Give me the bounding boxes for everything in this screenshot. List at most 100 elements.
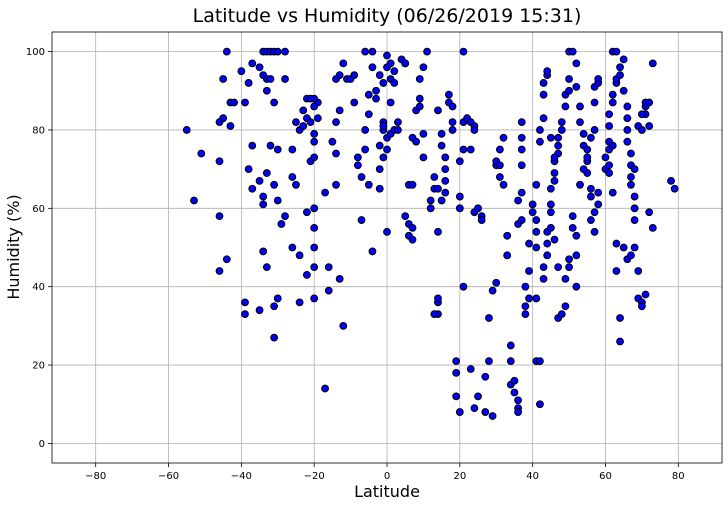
data-point (536, 126, 544, 134)
data-point (339, 321, 348, 330)
data-point (546, 224, 555, 232)
data-point (379, 122, 388, 130)
data-point (514, 396, 522, 405)
data-point (375, 141, 384, 150)
data-point (335, 106, 344, 115)
data-point (299, 122, 308, 130)
data-point (623, 102, 632, 111)
y-tick-label: 60 (32, 204, 45, 215)
data-point (361, 126, 370, 134)
data-point (310, 224, 319, 232)
axis-ticks: −80 −60 −40 −20 0 20 40 60 80 0 20 40 60 80 100 (26, 47, 685, 482)
data-point (332, 75, 340, 83)
data-point (565, 75, 573, 83)
data-point (616, 71, 624, 79)
data-point (474, 392, 482, 401)
data-point (310, 102, 319, 111)
data-point (379, 153, 388, 162)
data-point (517, 133, 526, 142)
data-point (623, 137, 632, 146)
data-point (390, 79, 399, 87)
data-point (299, 106, 308, 115)
data-point (470, 404, 479, 413)
data-point (375, 165, 384, 174)
data-point (437, 129, 446, 138)
data-point (455, 192, 464, 201)
data-point (437, 141, 446, 150)
data-points (182, 47, 679, 420)
data-point (517, 161, 526, 170)
data-point (353, 153, 362, 162)
data-point (357, 216, 366, 224)
data-point (255, 306, 264, 315)
data-point (219, 114, 228, 123)
data-point (368, 47, 377, 56)
data-point (590, 126, 599, 134)
data-point (568, 224, 577, 232)
x-tick-label: −40 (231, 471, 252, 482)
data-point (648, 224, 657, 232)
data-point (455, 408, 464, 416)
data-point (587, 192, 595, 201)
data-point (448, 102, 457, 111)
data-point (408, 180, 417, 189)
data-point (594, 75, 603, 83)
data-point (525, 239, 533, 248)
y-axis-label: Humidity (%) (4, 194, 23, 299)
data-point (426, 196, 435, 205)
data-point (368, 247, 377, 256)
data-point (488, 412, 497, 420)
data-point (266, 141, 275, 150)
data-point (386, 59, 395, 68)
data-point (576, 102, 584, 111)
data-point (273, 145, 282, 154)
y-tick-label: 40 (32, 282, 45, 293)
data-point (288, 145, 297, 154)
data-point (616, 63, 624, 72)
data-point (306, 118, 315, 127)
data-point (306, 94, 315, 103)
data-point (550, 153, 559, 162)
data-point (375, 184, 384, 193)
data-point (182, 126, 191, 134)
data-point (197, 149, 206, 158)
data-point (579, 165, 588, 174)
data-point (543, 251, 552, 260)
data-point (222, 47, 231, 56)
data-point (419, 63, 428, 72)
data-point (310, 243, 319, 252)
data-point (474, 204, 482, 213)
data-point (415, 75, 424, 83)
x-tick-label: 40 (526, 471, 539, 482)
data-point (554, 141, 563, 150)
data-point (543, 239, 552, 248)
data-point (353, 161, 362, 170)
data-point (616, 337, 624, 346)
data-point (539, 274, 548, 283)
data-point (590, 208, 599, 217)
data-point (328, 137, 337, 146)
data-point (237, 67, 246, 76)
data-point (612, 239, 621, 248)
data-point (255, 63, 264, 72)
data-point (248, 59, 257, 68)
data-point (543, 67, 552, 76)
data-point (281, 212, 289, 221)
data-point (612, 267, 621, 275)
data-point (262, 263, 271, 271)
data-point (590, 98, 599, 107)
data-point (215, 267, 224, 275)
x-axis-label: Latitude (354, 482, 420, 501)
data-point (394, 126, 402, 134)
data-point (550, 176, 559, 185)
data-point (270, 180, 279, 189)
data-point (532, 227, 541, 236)
data-point (506, 341, 515, 350)
data-point (532, 243, 541, 252)
data-point (619, 55, 628, 64)
data-point (434, 294, 442, 303)
data-point (525, 267, 533, 275)
data-point (375, 71, 384, 79)
data-point (277, 220, 286, 228)
data-point (583, 145, 592, 154)
